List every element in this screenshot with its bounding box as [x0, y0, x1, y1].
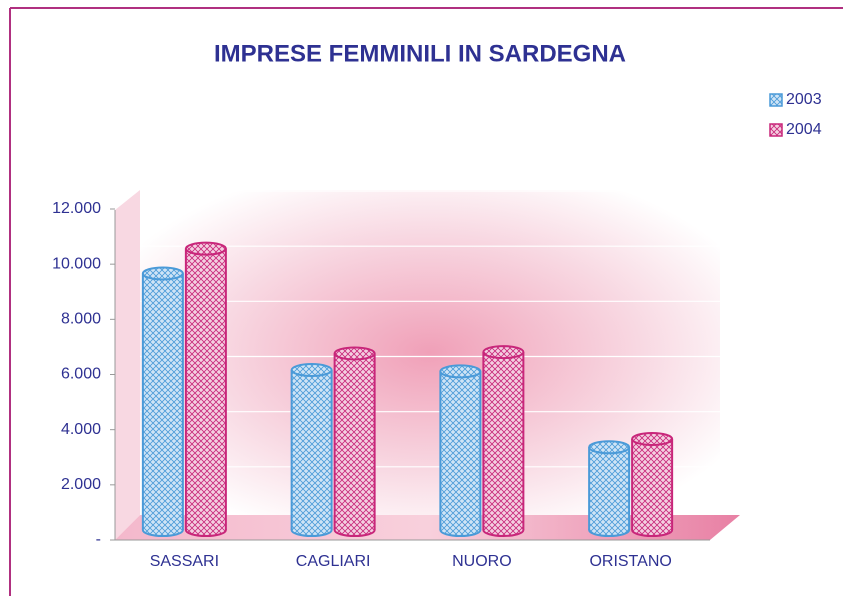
bar-body [483, 352, 524, 530]
bar-body [334, 353, 375, 530]
x-tick-label: NUORO [452, 553, 512, 570]
bar [631, 431, 674, 537]
x-tick-label: CAGLIARI [296, 553, 371, 570]
bar-body [440, 371, 481, 530]
y-tick-label: 12.000 [52, 200, 101, 217]
y-tick-label: 4.000 [61, 421, 101, 438]
bar [333, 346, 376, 537]
bar [439, 364, 482, 537]
legend-label: 2004 [786, 121, 822, 138]
bar-top [631, 431, 674, 446]
bar-top [184, 241, 227, 256]
bar-top [482, 345, 525, 360]
bar-body [632, 438, 673, 530]
bar-top [141, 266, 184, 281]
bar-body [589, 447, 630, 530]
bar-top [439, 364, 482, 379]
bar-body [142, 273, 183, 530]
x-tick-label: ORISTANO [589, 553, 671, 570]
legend-swatch [769, 123, 783, 137]
y-tick-label: 8.000 [61, 311, 101, 328]
legend-swatch [769, 93, 783, 107]
legend-label: 2003 [786, 91, 822, 108]
legend: 2003 2004 [769, 91, 822, 138]
y-tick-label: 10.000 [52, 255, 101, 272]
bar-body [291, 370, 332, 530]
bar [482, 345, 525, 537]
bar-top [290, 363, 333, 378]
bar [588, 440, 631, 537]
side-wall [115, 190, 140, 540]
bar-top [588, 440, 631, 455]
floor [115, 515, 740, 540]
y-tick-label: 6.000 [61, 366, 101, 383]
x-tick-label: SASSARI [150, 553, 219, 570]
bar-body [185, 248, 226, 530]
y-tick-label: 2.000 [61, 476, 101, 493]
bar [141, 266, 184, 537]
bar-top [333, 346, 376, 361]
bar [290, 363, 333, 537]
y-tick-label: - [96, 531, 101, 548]
chart-title: IMPRESE FEMMINILI IN SARDEGNA [214, 40, 626, 67]
bar [184, 241, 227, 537]
